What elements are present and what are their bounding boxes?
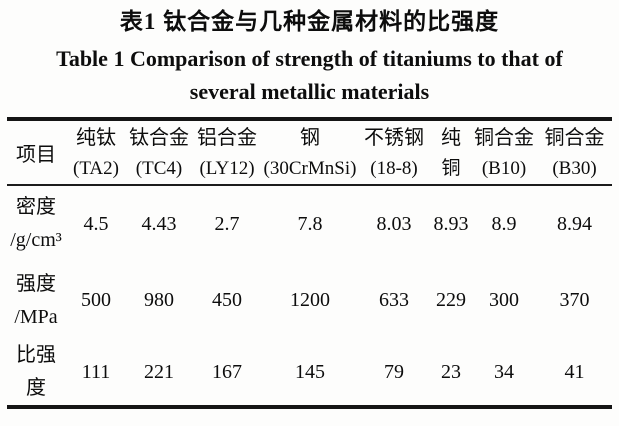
table-cell: 41 (564, 360, 585, 383)
table-cell: 167 (212, 360, 242, 383)
comparison-table: 项目 纯钛 (TA2) 钛合金 (TC4) 铝合金 (LY12) 钢 (30Cr… (7, 117, 612, 409)
col-name: 钢 (300, 126, 320, 149)
col-name: 铜合金 (544, 126, 605, 149)
header-col-stainless-steel: 不锈钢 (18-8) (357, 119, 431, 186)
col-name: 铝合金 (197, 126, 257, 149)
row-label-density: 密度 /g/cm³ (7, 185, 65, 262)
col-designation: (18-8) (370, 157, 418, 179)
table-cell: 145 (295, 360, 325, 383)
table-cell: 2.7 (214, 212, 240, 235)
table-cell: 450 (212, 289, 242, 311)
col-name: 不锈钢 (364, 126, 424, 149)
col-name: 钛合金 (129, 126, 189, 149)
table-cell: 300 (489, 289, 519, 311)
table-cell: 980 (144, 289, 174, 311)
table-cell: 34 (494, 360, 514, 383)
header-col-cu-alloy-b30: 铜合金 (B30) (537, 119, 612, 186)
table-cell: 8.93 (433, 212, 469, 235)
table-cell: 229 (436, 289, 466, 311)
table-cell: 111 (81, 360, 111, 383)
table-header-row: 项目 纯钛 (TA2) 钛合金 (TC4) 铝合金 (LY12) 钢 (30Cr… (7, 119, 612, 186)
table-row-specific-strength: 比强 度 111 221 167 145 79 23 34 41 (7, 339, 612, 407)
header-col-steel: 钢 (30CrMnSi) (263, 119, 357, 186)
row-label-line-2: /MPa (14, 305, 58, 328)
row-label-specific-strength: 比强 度 (7, 339, 65, 407)
col-designation: (LY12) (199, 157, 255, 179)
col-name: 纯 (441, 126, 461, 149)
table-cell: 633 (379, 289, 409, 311)
row-label-line-2: /g/cm³ (10, 229, 62, 251)
row-label-strength: 强度 /MPa (7, 262, 65, 339)
col-designation: (30CrMnSi) (263, 157, 357, 179)
table-row-strength: 强度 /MPa 500 980 450 1200 633 229 300 370 (7, 262, 612, 339)
row-label-line-1: 比强 (16, 344, 56, 366)
table-cell: 7.8 (297, 212, 323, 235)
header-col-al-alloy: 铝合金 (LY12) (191, 119, 263, 186)
table-cell: 4.5 (83, 212, 109, 235)
table-cell: 221 (144, 360, 174, 383)
row-label-line-1: 密度 (16, 196, 56, 218)
table-title-english-line1: Table 1 Comparison of strength of titani… (56, 46, 563, 71)
table-cell: 370 (559, 289, 590, 311)
header-item-label: 项目 (16, 144, 56, 166)
table-cell: 4.43 (141, 212, 177, 235)
header-col-pure-cu: 纯 铜 (431, 119, 471, 186)
col-name: 纯钛 (76, 126, 116, 149)
table-cell: 500 (81, 289, 111, 311)
header-col-ti-alloy: 钛合金 (TC4) (127, 119, 191, 186)
row-label-line-1: 强度 (16, 272, 56, 295)
col-name: 铜 (441, 157, 461, 179)
header-item-cell: 项目 (7, 119, 65, 186)
col-designation: (TA2) (73, 157, 119, 179)
header-col-cu-alloy-b10: 铜合金 (B10) (471, 119, 537, 186)
table-cell: 8.9 (491, 212, 517, 235)
row-label-line-2: 度 (26, 377, 46, 399)
table-cell: 8.03 (376, 212, 412, 235)
table-row-density: 密度 /g/cm³ 4.5 4.43 2.7 7.8 8.03 8.93 8.9… (7, 185, 612, 262)
col-designation: (B30) (552, 157, 597, 179)
col-designation: (B10) (481, 157, 527, 179)
header-col-pure-ti: 纯钛 (TA2) (65, 119, 127, 186)
table-cell: 23 (441, 360, 461, 383)
table-cell: 8.94 (557, 212, 592, 235)
col-designation: (TC4) (135, 157, 183, 179)
table-title-chinese: 表1 钛合金与几种金属材料的比强度 (119, 9, 500, 34)
table-cell: 79 (384, 360, 404, 383)
table-title-english-line2: several metallic materials (189, 79, 430, 104)
col-name: 铜合金 (474, 126, 534, 149)
table-cell: 1200 (290, 289, 330, 311)
